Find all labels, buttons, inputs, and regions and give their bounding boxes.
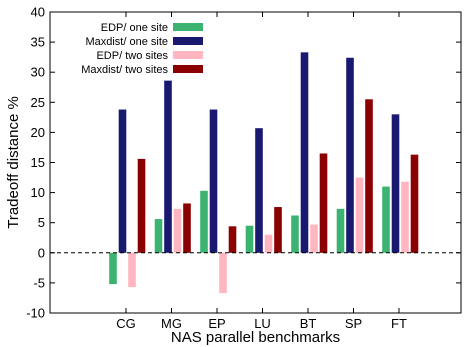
bar-mg-series-1 <box>154 219 163 253</box>
bar-bt-series-3 <box>310 224 318 253</box>
legend-label: EDP/ one site <box>101 22 168 34</box>
y-tick-label: 20 <box>31 125 45 140</box>
x-tick-label: MG <box>161 316 182 331</box>
y-axis-ticks: -10 -5 0 5 10 15 20 25 30 35 40 <box>26 5 461 321</box>
y-tick-label: 30 <box>31 65 45 80</box>
bar-mg-series-2 <box>164 80 172 253</box>
x-axis-ticks: CG MG EP LU BT SP FT <box>116 12 407 331</box>
bar-mg-series-3 <box>173 208 182 253</box>
y-tick-label: -5 <box>33 275 45 290</box>
bar-lu-series-2 <box>255 128 263 253</box>
legend-swatch <box>173 65 203 73</box>
bar-cg-series-3 <box>128 252 136 288</box>
bar-sp-series-1 <box>336 208 345 253</box>
bar-cg-series-1 <box>109 252 117 285</box>
legend-swatch <box>173 51 203 59</box>
legend-label: Maxdist/ one site <box>85 36 168 48</box>
bar-ft-series-4 <box>410 154 419 253</box>
y-tick-label: 35 <box>31 35 45 50</box>
legend: EDP/ one site Maxdist/ one site EDP/ two s… <box>81 22 203 76</box>
y-tick-label: -10 <box>26 306 45 321</box>
bar-ep-series-3 <box>219 252 227 294</box>
bar-lu-series-1 <box>245 225 254 253</box>
bar-ft-series-2 <box>391 114 400 253</box>
bar-lu-series-3 <box>264 234 273 253</box>
bar-ft-series-1 <box>382 186 390 253</box>
y-tick-label: 15 <box>31 155 45 170</box>
legend-label: Maxdist/ two sites <box>81 64 168 76</box>
bar-sp-series-2 <box>346 57 354 253</box>
bar-ft-series-3 <box>401 181 409 253</box>
x-tick-label: FT <box>391 316 407 331</box>
bar-bt-series-1 <box>291 215 299 253</box>
y-tick-label: 10 <box>31 185 45 200</box>
x-tick-label: CG <box>116 316 136 331</box>
bar-lu-series-4 <box>274 207 282 253</box>
bar-sp-series-4 <box>365 99 373 253</box>
plot-area <box>109 52 419 294</box>
bar-bt-series-2 <box>300 52 309 253</box>
bar-bt-series-4 <box>319 153 328 253</box>
bar-sp-series-3 <box>355 177 364 253</box>
y-tick-label: 0 <box>38 245 45 260</box>
x-tick-label: BT <box>300 316 317 331</box>
y-axis-title: Tradeoff distance % <box>5 96 22 229</box>
bar-cg-series-2 <box>118 109 127 253</box>
bar-mg-series-4 <box>183 203 191 253</box>
y-tick-label: 25 <box>31 95 45 110</box>
legend-label: EDP/ two sites <box>96 50 168 62</box>
x-tick-label: EP <box>208 316 225 331</box>
legend-swatch <box>173 23 203 31</box>
x-tick-label: LU <box>254 316 271 331</box>
bar-ep-series-4 <box>228 226 237 253</box>
y-tick-label: 5 <box>38 215 45 230</box>
bar-ep-series-2 <box>209 109 218 253</box>
y-tick-label: 40 <box>31 5 45 20</box>
x-tick-label: SP <box>345 316 362 331</box>
bar-ep-series-1 <box>200 190 208 253</box>
bar-cg-series-4 <box>137 158 146 253</box>
legend-swatch <box>173 37 203 45</box>
x-axis-title: NAS parallel benchmarks <box>171 329 340 346</box>
